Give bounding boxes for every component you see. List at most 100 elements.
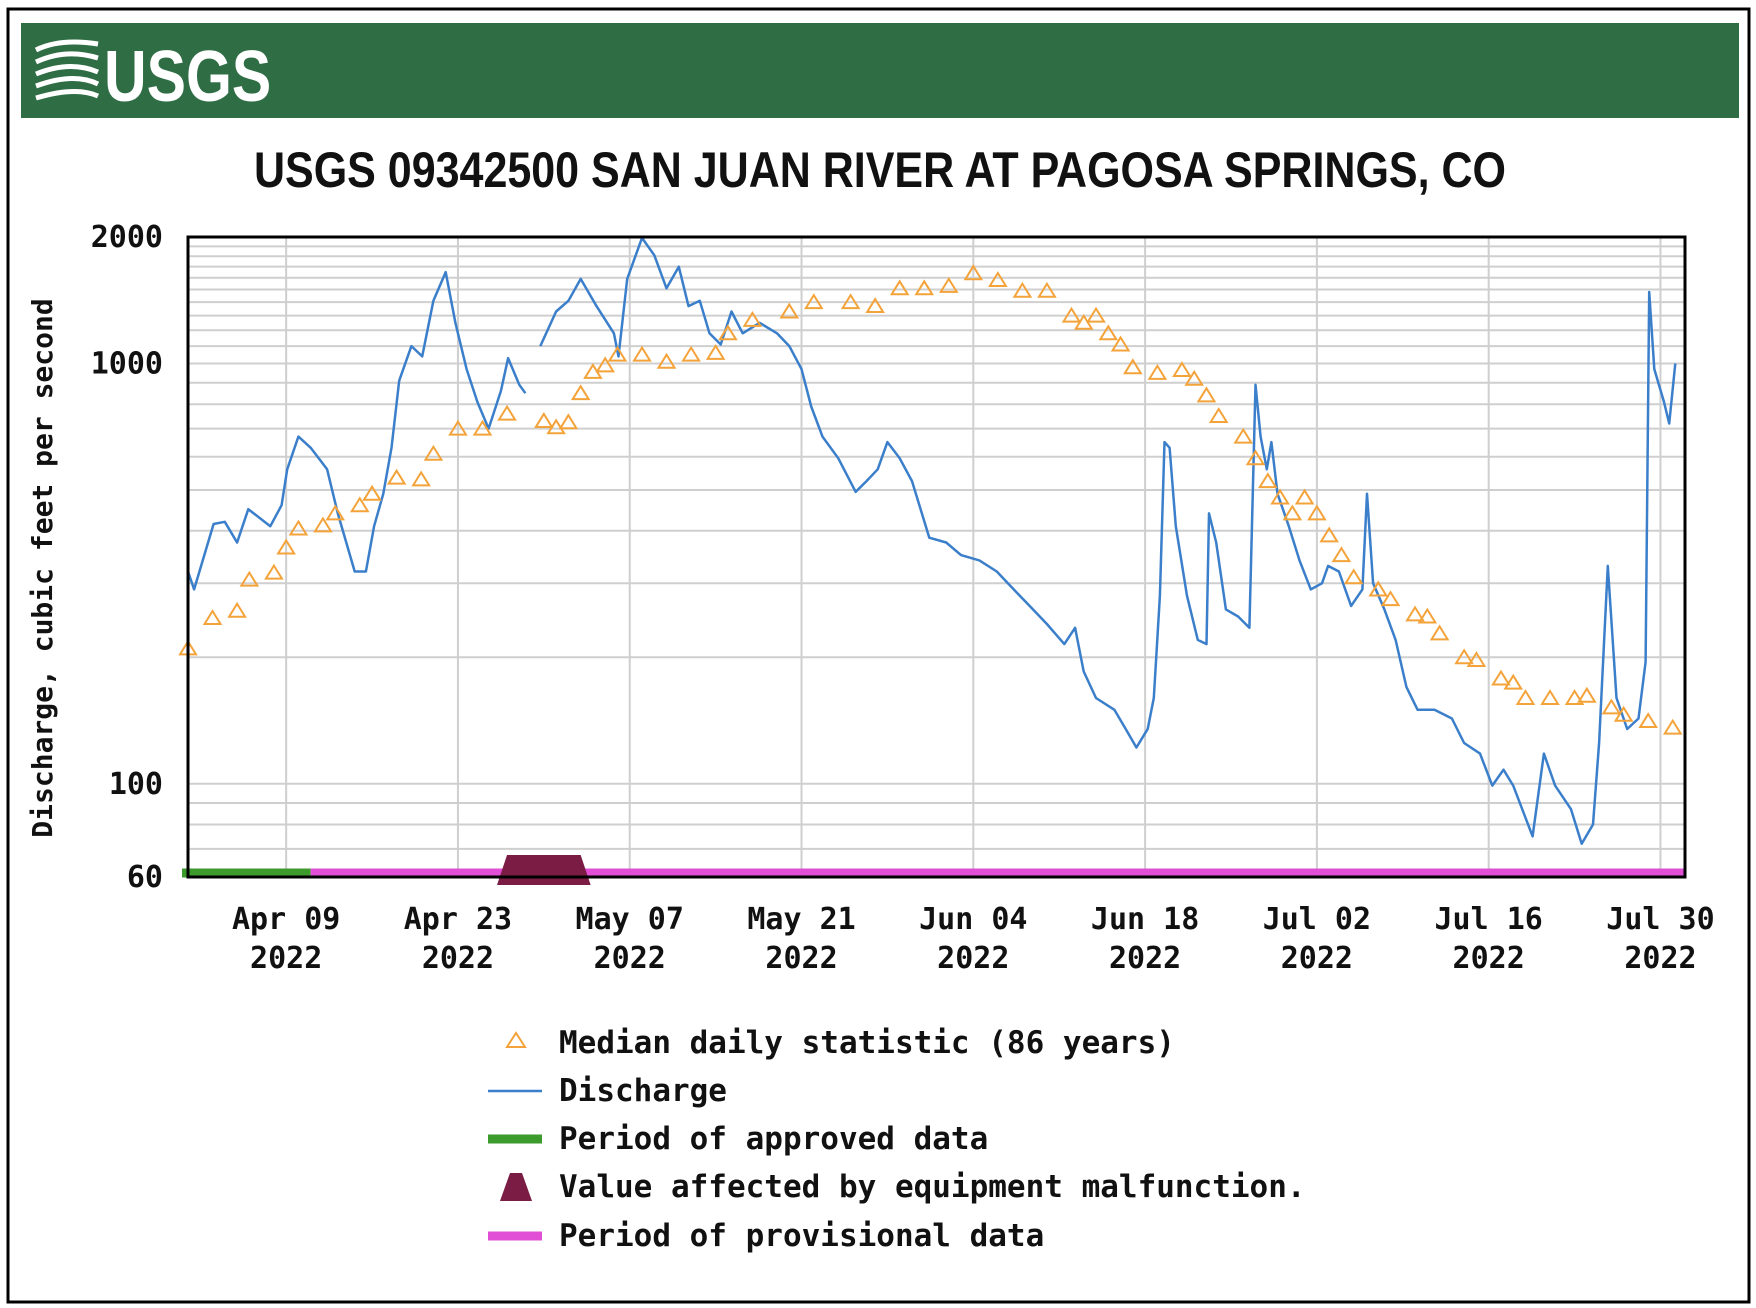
- median-marker: [1294, 488, 1315, 505]
- median-marker: [632, 345, 652, 362]
- median-marker: [840, 293, 861, 310]
- median-marker: [1307, 504, 1327, 521]
- x-tick-year-label: 2022: [1109, 941, 1181, 976]
- median-marker: [1172, 361, 1192, 378]
- median-marker: [411, 470, 431, 487]
- legend-item-malfunction: Value affected by equipment malfunction.: [500, 1169, 1306, 1205]
- median-marker: [264, 563, 284, 580]
- legend-label: Discharge: [559, 1073, 727, 1109]
- median-marker: [362, 484, 382, 501]
- median-marker: [656, 352, 677, 369]
- median-marker: [1110, 335, 1131, 352]
- x-tick-label: Apr 23: [404, 902, 512, 937]
- usgs-logo: USGS: [34, 35, 271, 116]
- legend-item-median: Median daily statistic (86 years): [505, 1025, 1175, 1061]
- legend-label: Value affected by equipment malfunction.: [559, 1169, 1306, 1205]
- x-tick-label: Jun 04: [919, 902, 1027, 937]
- x-tick-label: Apr 09: [232, 902, 340, 937]
- median-marker: [1638, 712, 1658, 729]
- median-marker: [1503, 673, 1523, 690]
- median-marker: [1196, 386, 1217, 403]
- x-tick-year-label: 2022: [594, 941, 666, 976]
- median-marker: [1147, 363, 1168, 380]
- median-marker: [313, 516, 333, 533]
- median-marker: [288, 519, 309, 536]
- median-marker: [718, 324, 738, 341]
- median-marker: [681, 345, 701, 362]
- median-marker: [1466, 651, 1487, 668]
- x-tick-year-label: 2022: [1453, 941, 1525, 976]
- legend-label: Period of approved data: [559, 1121, 988, 1157]
- median-marker: [1380, 590, 1401, 607]
- x-tick-label: May 07: [576, 902, 684, 937]
- y-tick-label: 1000: [91, 347, 163, 382]
- outer-frame: [6, 7, 1751, 1304]
- median-marker: [1245, 449, 1266, 466]
- median-marker: [1233, 427, 1254, 444]
- median-marker: [889, 279, 910, 296]
- median-marker: [1123, 358, 1143, 375]
- legend-label: Period of provisional data: [559, 1218, 1044, 1254]
- median-marker: [1331, 546, 1352, 563]
- x-tick-label: May 21: [747, 902, 855, 937]
- median-marker: [276, 538, 296, 555]
- legend: Median daily statistic (86 years) Dischar…: [488, 1025, 1306, 1254]
- median-marker: [607, 345, 628, 362]
- median-marker: [534, 412, 554, 428]
- x-tick-label: Jun 18: [1091, 902, 1199, 937]
- median-marker: [349, 496, 370, 513]
- median-marker: [595, 356, 615, 373]
- median-marker: [705, 343, 726, 360]
- y-tick-label: 2000: [91, 220, 163, 255]
- usgs-logo-text: USGS: [104, 35, 271, 116]
- median-marker: [1454, 648, 1474, 665]
- median-marker: [1368, 580, 1389, 597]
- y-axis-label: Discharge, cubic feet per second: [26, 298, 59, 837]
- median-marker: [1012, 281, 1033, 298]
- median-marker: [497, 404, 517, 421]
- y-tick-labels: 2000 1000 100 60: [91, 220, 163, 895]
- median-marker: [1540, 689, 1560, 705]
- median-triangle-icon: [505, 1031, 527, 1048]
- usgs-header-bar: [21, 23, 1739, 118]
- x-tick-year-label: 2022: [765, 941, 837, 976]
- y-tick-label: 100: [109, 767, 163, 802]
- y-tick-label: 60: [127, 860, 163, 895]
- median-marker: [423, 444, 444, 461]
- median-marker: [914, 279, 935, 296]
- median-marker: [1405, 605, 1425, 622]
- median-marker: [1417, 607, 1438, 624]
- median-marker: [1270, 488, 1290, 505]
- median-marker: [1258, 472, 1278, 489]
- median-marker: [1086, 306, 1106, 323]
- legend-label: Median daily statistic (86 years): [559, 1025, 1175, 1061]
- discharge-line: [186, 270, 527, 591]
- median-marker: [865, 297, 885, 314]
- median-marker: [202, 609, 223, 625]
- plot-frame: [186, 235, 1687, 879]
- x-tick-year-label: 2022: [1624, 941, 1696, 976]
- median-marker: [988, 271, 1008, 288]
- x-tick-year-label: 2022: [1281, 941, 1353, 976]
- median-marker: [386, 468, 407, 485]
- usgs-wave-icon: [34, 39, 100, 101]
- median-marker: [1429, 624, 1450, 641]
- median-marker: [779, 302, 800, 319]
- median-marker: [325, 504, 346, 521]
- median-marker: [472, 419, 493, 436]
- discharge-line: [539, 236, 1677, 845]
- legend-item-provisional: Period of provisional data: [488, 1218, 1044, 1254]
- median-marker: [1613, 705, 1634, 722]
- malfunction-triangle-icon: [500, 1173, 532, 1201]
- x-tick-label: Jul 02: [1263, 902, 1371, 937]
- median-marker: [227, 601, 247, 618]
- median-marker: [1061, 306, 1082, 323]
- median-marker: [1319, 526, 1339, 543]
- median-marker: [1662, 718, 1683, 735]
- median-marker: [1564, 689, 1585, 705]
- median-marker: [1184, 369, 1204, 386]
- malfunction-marker: [497, 855, 591, 885]
- median-marker: [1601, 698, 1622, 715]
- median-marker: [938, 276, 959, 293]
